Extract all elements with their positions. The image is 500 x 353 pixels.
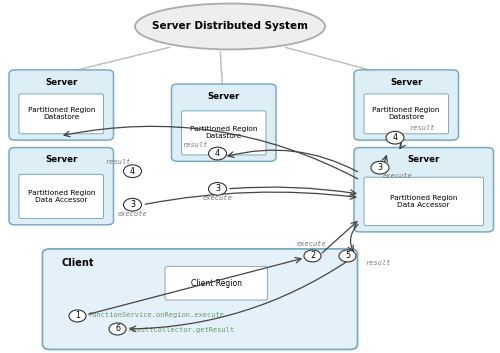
Text: Partitioned Region
Datastore: Partitioned Region Datastore	[190, 126, 258, 139]
Text: 3: 3	[215, 184, 220, 193]
Circle shape	[304, 250, 321, 262]
Text: 3: 3	[130, 200, 135, 209]
FancyBboxPatch shape	[9, 148, 114, 225]
FancyBboxPatch shape	[9, 70, 114, 140]
Text: FunctionService.onRegion.execute: FunctionService.onRegion.execute	[88, 312, 224, 318]
Circle shape	[371, 161, 389, 174]
Text: execute: execute	[382, 174, 412, 179]
Ellipse shape	[135, 4, 325, 49]
Text: result: result	[105, 160, 130, 165]
FancyBboxPatch shape	[364, 177, 484, 226]
Text: execute: execute	[296, 241, 326, 247]
FancyBboxPatch shape	[364, 94, 448, 134]
Text: Client: Client	[61, 258, 94, 268]
Circle shape	[208, 147, 226, 160]
Text: 1: 1	[75, 311, 80, 321]
Text: 5: 5	[345, 251, 350, 261]
Text: Partitioned Region
Data Accessor: Partitioned Region Data Accessor	[28, 190, 95, 203]
FancyBboxPatch shape	[165, 267, 268, 300]
Circle shape	[208, 183, 226, 195]
Text: 6: 6	[115, 324, 120, 334]
Text: result: result	[365, 260, 390, 266]
FancyBboxPatch shape	[182, 111, 266, 155]
Text: 4: 4	[392, 133, 398, 142]
Text: 2: 2	[310, 251, 315, 261]
Text: Server Distributed System: Server Distributed System	[152, 22, 308, 31]
Text: Server: Server	[408, 155, 440, 164]
Circle shape	[339, 250, 356, 262]
FancyBboxPatch shape	[354, 148, 494, 232]
FancyBboxPatch shape	[42, 249, 358, 349]
Text: execute: execute	[118, 211, 148, 216]
Text: Server: Server	[390, 78, 422, 86]
Circle shape	[69, 310, 86, 322]
Text: 3: 3	[378, 163, 382, 172]
FancyBboxPatch shape	[354, 70, 459, 140]
FancyBboxPatch shape	[19, 94, 103, 134]
Text: Server: Server	[208, 92, 240, 101]
Circle shape	[124, 165, 142, 178]
Text: Client Region: Client Region	[191, 279, 242, 288]
FancyBboxPatch shape	[172, 84, 276, 161]
Text: Partitioned Region
Datastore: Partitioned Region Datastore	[28, 107, 95, 120]
Circle shape	[386, 131, 404, 144]
Text: Server: Server	[45, 155, 78, 164]
FancyBboxPatch shape	[19, 174, 103, 219]
Circle shape	[109, 323, 126, 335]
Text: 4: 4	[215, 149, 220, 158]
Text: result: result	[410, 125, 435, 131]
Text: Partitioned Region
Data Accessor: Partitioned Region Data Accessor	[390, 195, 458, 208]
Text: ResultCollector.getResult: ResultCollector.getResult	[128, 327, 235, 333]
Text: 4: 4	[130, 167, 135, 176]
Text: result: result	[182, 142, 208, 148]
Circle shape	[124, 198, 142, 211]
Text: Server: Server	[45, 78, 78, 86]
Text: Partitioned Region
Datastore: Partitioned Region Datastore	[372, 107, 440, 120]
Text: execute: execute	[202, 196, 232, 201]
